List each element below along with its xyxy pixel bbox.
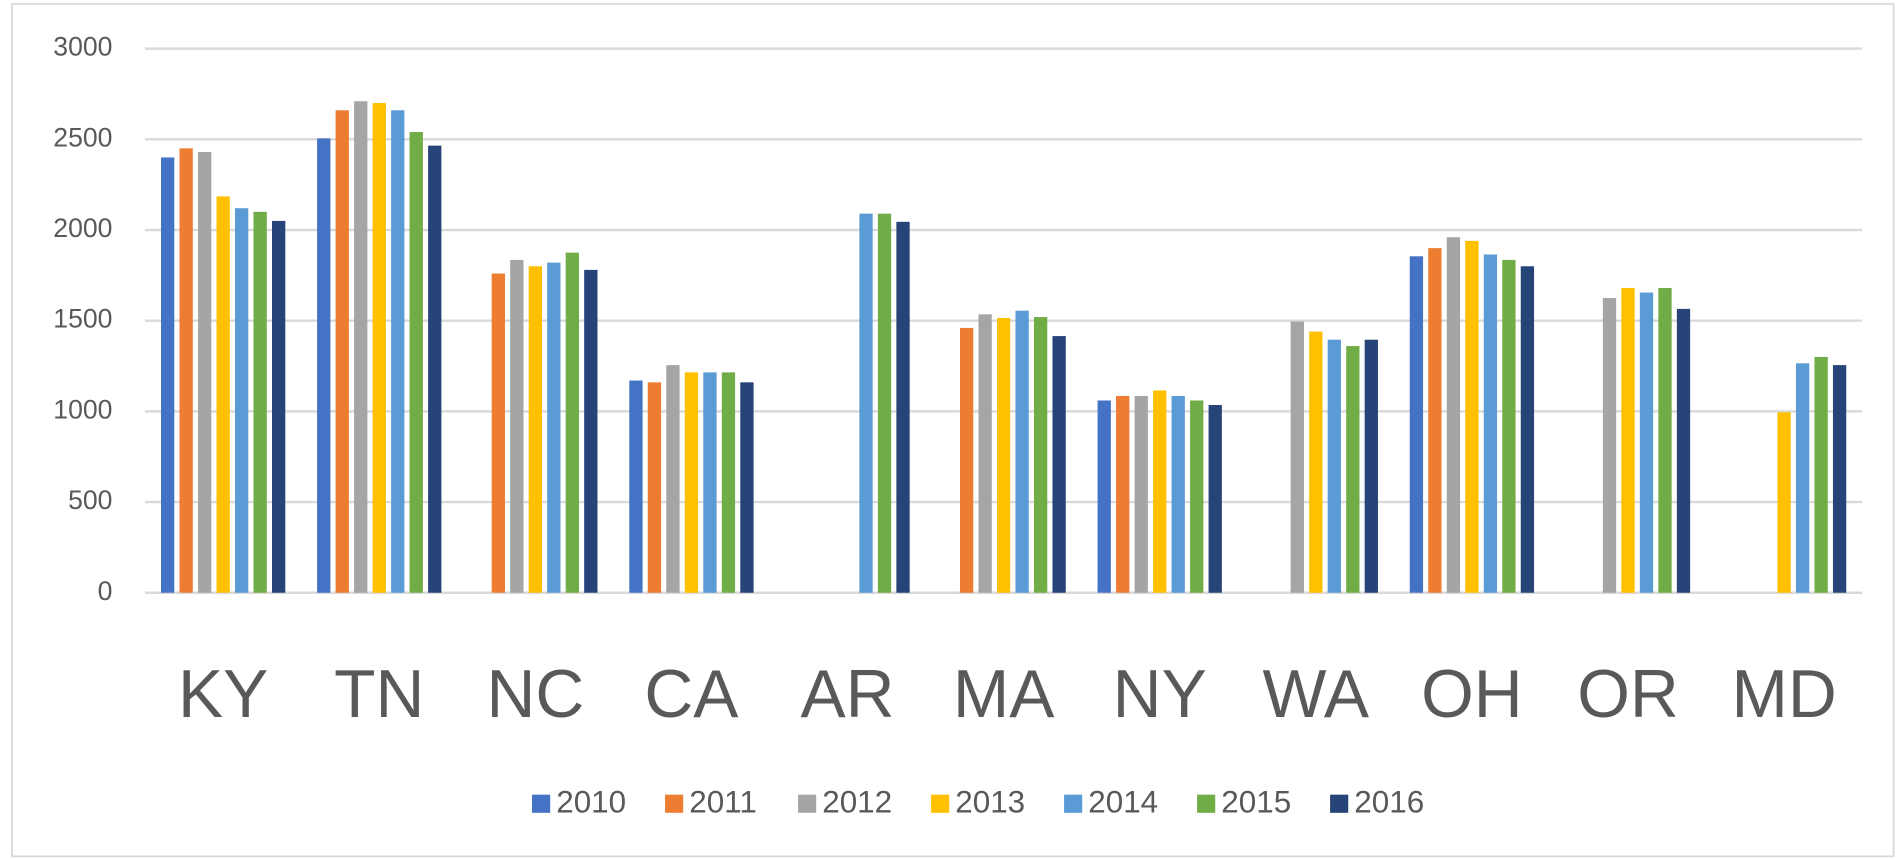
legend-label: 2012 (822, 785, 892, 820)
bar (647, 382, 662, 593)
y-tick-label: 0 (98, 576, 113, 606)
x-tick-label: MD (1731, 657, 1836, 732)
bar (253, 211, 267, 593)
bar (1483, 254, 1498, 593)
bar (1190, 400, 1204, 593)
bar (1428, 248, 1442, 593)
bar (1097, 400, 1111, 593)
bar (179, 148, 193, 593)
legend-swatch (931, 794, 950, 813)
bar (1327, 339, 1341, 593)
bar (959, 327, 974, 593)
y-tick-label: 1000 (53, 394, 112, 424)
legend-label: 2014 (1088, 785, 1158, 820)
bar (1465, 240, 1479, 593)
bar (740, 382, 754, 593)
bar (1676, 308, 1691, 593)
bar (197, 151, 212, 593)
legend-swatch (532, 794, 551, 813)
x-tick-label: OR (1577, 657, 1679, 732)
legend-label: 2015 (1221, 785, 1291, 820)
bar (1208, 405, 1222, 593)
bar (491, 273, 505, 593)
bar (684, 372, 699, 593)
bar (354, 101, 368, 593)
bar (372, 103, 386, 593)
bar (1502, 259, 1516, 593)
bar (1658, 288, 1672, 593)
legend-swatch (665, 794, 684, 813)
bar (1309, 331, 1323, 593)
x-tick-label: WA (1263, 657, 1370, 732)
legend-label: 2011 (689, 785, 757, 820)
bar (1639, 292, 1654, 593)
x-tick-label: MA (953, 657, 1055, 732)
bar (428, 145, 442, 593)
bar (703, 372, 717, 593)
x-tick-label: AR (800, 657, 894, 732)
bar (565, 252, 579, 593)
x-tick-label: CA (644, 657, 739, 732)
bar (234, 208, 249, 593)
bar (1346, 346, 1360, 593)
bar (859, 213, 873, 593)
bar (1621, 288, 1635, 593)
bar (1134, 395, 1148, 593)
y-tick-label: 3000 (53, 32, 112, 62)
bar (272, 220, 286, 593)
bar (1171, 395, 1185, 593)
y-tick-label: 1500 (53, 304, 112, 334)
y-tick-label: 2000 (53, 213, 112, 243)
x-tick-label: TN (334, 657, 424, 732)
bar (1520, 266, 1535, 593)
bar (629, 380, 643, 593)
bar (584, 269, 598, 593)
bar (160, 157, 175, 593)
bar (1777, 412, 1791, 593)
bar (1409, 256, 1424, 593)
legend-swatch (1197, 794, 1216, 813)
x-tick-label: NY (1113, 657, 1207, 732)
bar (317, 138, 331, 593)
bar (528, 266, 542, 593)
x-tick-label: NC (486, 657, 584, 732)
bar (1116, 395, 1130, 593)
bar (409, 132, 423, 593)
bar (1832, 365, 1847, 593)
bar (721, 372, 736, 593)
bar (996, 317, 1011, 593)
bar (1052, 336, 1066, 593)
bar (896, 221, 910, 593)
bar (1602, 298, 1617, 593)
legend-label: 2010 (556, 785, 626, 820)
bar (666, 365, 680, 593)
bar (1364, 339, 1378, 593)
bar (1290, 321, 1304, 593)
bar (547, 262, 561, 593)
bar (216, 196, 230, 593)
bar (1153, 390, 1167, 593)
bar (1795, 363, 1810, 593)
legend-swatch (1064, 794, 1083, 813)
legend-swatch (1330, 794, 1349, 813)
bar (877, 213, 892, 593)
bar (391, 110, 405, 593)
legend-label: 2013 (955, 785, 1025, 820)
bar (510, 259, 524, 593)
bar (978, 314, 992, 593)
bar (1033, 317, 1048, 593)
y-tick-label: 500 (68, 485, 112, 515)
bar (1015, 310, 1029, 593)
y-tick-label: 2500 (53, 122, 112, 152)
bar (335, 110, 349, 593)
bar (1446, 237, 1461, 593)
x-tick-label: KY (178, 657, 268, 732)
bar (1814, 356, 1828, 593)
x-tick-label: OH (1421, 657, 1523, 732)
legend-swatch (798, 794, 817, 813)
legend-label: 2016 (1354, 785, 1424, 820)
